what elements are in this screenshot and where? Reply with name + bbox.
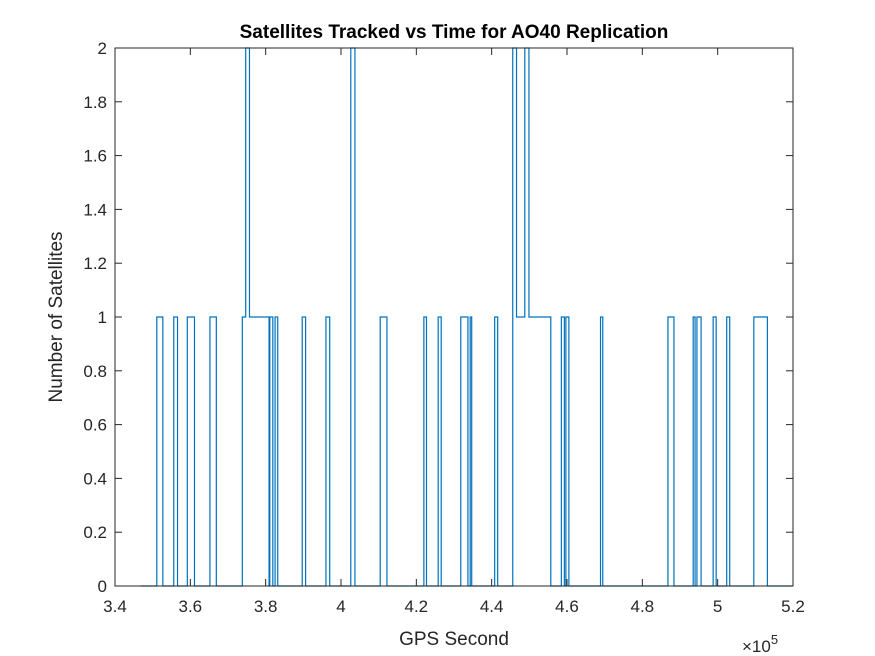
x-tick-label: 3.6 (179, 597, 203, 616)
plot-area (115, 48, 793, 586)
x-tick-label: 3.4 (103, 597, 127, 616)
y-tick-label: 1.8 (83, 93, 107, 112)
x-tick-label: 5.2 (781, 597, 805, 616)
y-tick-label: 0 (98, 577, 107, 596)
x-axis-exponent-power: 5 (771, 632, 778, 647)
x-axis-exponent-base: ×10 (742, 637, 771, 656)
x-tick-label: 4.2 (405, 597, 429, 616)
y-tick-label: 1.4 (83, 200, 107, 219)
y-tick-label: 0.6 (83, 416, 107, 435)
x-tick-label: 3.8 (254, 597, 278, 616)
y-tick-label: 0.4 (83, 469, 107, 488)
y-tick-label: 0.8 (83, 362, 107, 381)
x-tick-label: 5 (713, 597, 722, 616)
x-axis-ticks: 3.4 3.6 3.8 4 4.2 4.4 4.6 4.8 5 5.2 (103, 48, 805, 616)
x-axis-label: GPS Second (399, 629, 509, 650)
y-tick-label: 2 (98, 39, 107, 58)
y-tick-label: 0.2 (83, 523, 107, 542)
y-tick-label: 1.2 (83, 254, 107, 273)
x-tick-label: 4.6 (555, 597, 579, 616)
x-tick-label: 4.4 (480, 597, 504, 616)
x-axis-exponent: ×105 (742, 632, 778, 656)
y-axis-label: Number of Satellites (46, 231, 67, 402)
y-axis-ticks: 0 0.2 0.4 0.6 0.8 1 1.2 1.4 1.6 1.8 2 (83, 39, 793, 596)
chart-title: Satellites Tracked vs Time for AO40 Repl… (240, 22, 669, 43)
y-tick-label: 1 (98, 308, 107, 327)
y-tick-label: 1.6 (83, 147, 107, 166)
x-tick-label: 4 (336, 597, 345, 616)
x-tick-label: 4.8 (631, 597, 655, 616)
